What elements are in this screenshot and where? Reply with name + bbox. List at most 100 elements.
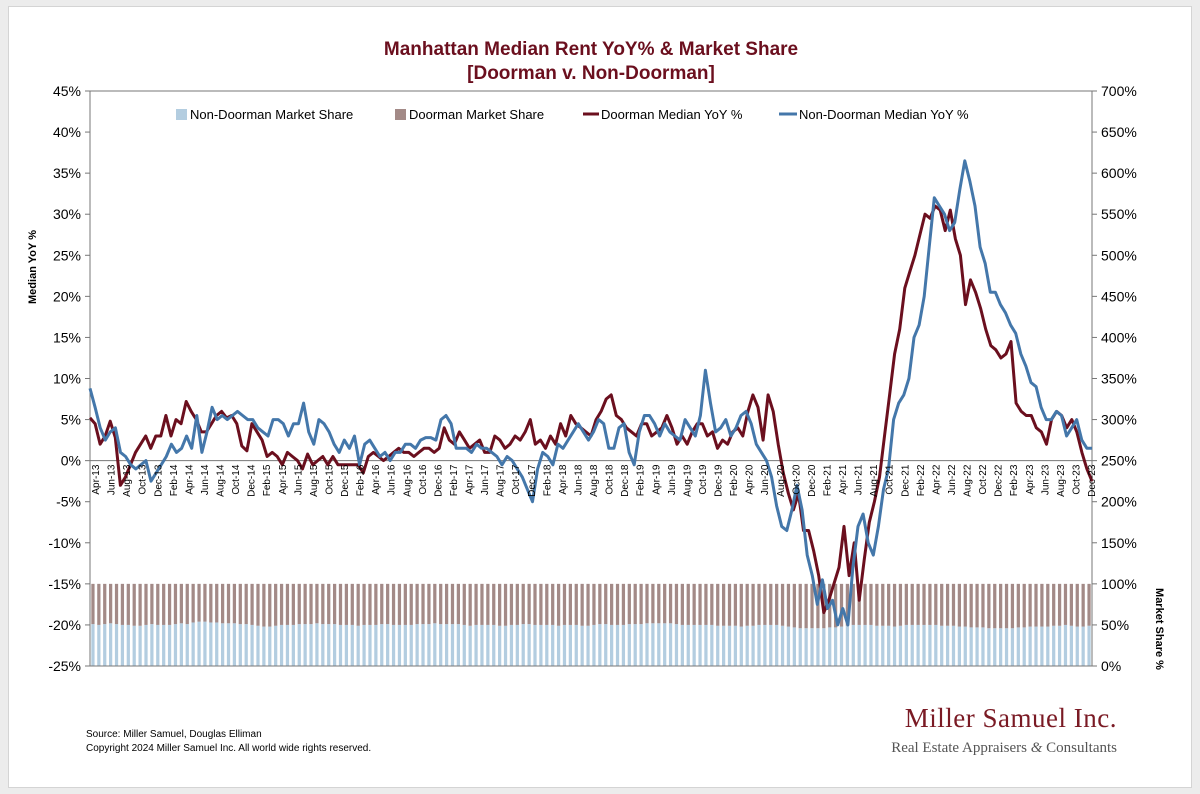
x-tick-label: Apr-20 bbox=[745, 464, 756, 494]
bar-doorman-share bbox=[503, 583, 508, 626]
bar-non-doorman-share bbox=[191, 622, 195, 666]
y-tick-label: 45% bbox=[53, 83, 81, 99]
bar-non-doorman-share bbox=[733, 625, 738, 666]
bar-non-doorman-share bbox=[975, 627, 979, 666]
bar-doorman-share bbox=[486, 583, 490, 625]
bar-doorman-share bbox=[474, 583, 478, 625]
bar-non-doorman-share bbox=[144, 624, 148, 666]
bar-doorman-share bbox=[875, 583, 879, 626]
bar-non-doorman-share bbox=[757, 624, 761, 666]
bar-doorman-share bbox=[981, 583, 985, 628]
bar-non-doorman-share bbox=[769, 624, 773, 666]
bar-non-doorman-share bbox=[845, 625, 850, 666]
bar-non-doorman-share bbox=[515, 624, 519, 666]
y-tick-label: -20% bbox=[48, 617, 81, 633]
bar-doorman-share bbox=[1004, 583, 1009, 629]
bar-non-doorman-share bbox=[197, 621, 201, 666]
bar-non-doorman-share bbox=[1016, 627, 1020, 666]
x-tick-label: Jun-17 bbox=[480, 464, 491, 495]
bar-non-doorman-share bbox=[109, 623, 113, 666]
bar-non-doorman-share bbox=[462, 624, 466, 666]
bar-doorman-share bbox=[869, 583, 873, 625]
series-line-non-doorman-yoy bbox=[88, 159, 1092, 627]
x-tick-label: Dec-23 bbox=[1087, 464, 1098, 497]
x-tick-label: Oct-13 bbox=[138, 464, 149, 494]
bar-doorman-share bbox=[887, 583, 891, 626]
bar-doorman-share bbox=[786, 583, 791, 627]
y-tick-label: 15% bbox=[53, 329, 81, 345]
x-tick-label: Jun-22 bbox=[947, 464, 958, 495]
x-tick-label: Oct-16 bbox=[418, 464, 429, 494]
bar-non-doorman-share bbox=[1028, 626, 1032, 666]
bar-non-doorman-share bbox=[238, 624, 242, 666]
bar-doorman-share bbox=[698, 583, 702, 625]
y2-tick-label: 700% bbox=[1101, 83, 1137, 99]
bar-doorman-share bbox=[969, 583, 973, 628]
bar-doorman-share bbox=[391, 583, 396, 625]
bar-doorman-share bbox=[215, 583, 219, 623]
bar-doorman-share bbox=[250, 583, 254, 625]
bar-doorman-share bbox=[928, 583, 932, 625]
bar-non-doorman-share bbox=[415, 624, 419, 666]
bar-non-doorman-share bbox=[350, 624, 354, 666]
bar-non-doorman-share bbox=[533, 624, 537, 666]
bar-doorman-share bbox=[898, 583, 903, 626]
bar-non-doorman-share bbox=[934, 624, 938, 666]
plot-area-border bbox=[89, 90, 1093, 667]
x-tick-label: Oct-22 bbox=[978, 464, 989, 494]
bar-non-doorman-share bbox=[344, 624, 349, 666]
chart-frame: Manhattan Median Rent YoY% & Market Shar… bbox=[8, 6, 1192, 788]
bar-non-doorman-share bbox=[244, 624, 248, 666]
x-tick-label: Aug-18 bbox=[589, 464, 600, 497]
bar-doorman-share bbox=[356, 583, 360, 626]
bar-doorman-share bbox=[291, 583, 295, 625]
y2-tick-label: 50% bbox=[1101, 617, 1129, 633]
bar-doorman-share bbox=[362, 583, 366, 625]
bar-doorman-share bbox=[892, 583, 897, 627]
x-tick-label: Dec-13 bbox=[153, 464, 164, 497]
bar-doorman-share bbox=[798, 583, 802, 629]
bar-doorman-share bbox=[197, 583, 201, 622]
x-tick-label: Apr-13 bbox=[91, 464, 102, 494]
x-axis-ticks: Apr-13 Jun-13 Aug-13 Oct-13 Dec-13 Feb-14 Apr-… bbox=[91, 464, 1098, 497]
bar-doorman-share bbox=[975, 583, 979, 628]
y-tick-label: -25% bbox=[48, 658, 81, 674]
x-tick-label: Aug-22 bbox=[963, 464, 974, 497]
bar-non-doorman-share bbox=[374, 624, 378, 666]
x-tick-label: Apr-17 bbox=[465, 464, 476, 494]
x-tick-label: Aug-14 bbox=[216, 464, 227, 497]
legend-swatch-doorman-share bbox=[395, 109, 406, 120]
bar-non-doorman-share bbox=[839, 626, 844, 666]
bar-non-doorman-share bbox=[309, 624, 313, 666]
bar-non-doorman-share bbox=[586, 625, 590, 666]
bar-doorman-share bbox=[775, 583, 779, 625]
bar-doorman-share bbox=[674, 583, 679, 625]
bar-non-doorman-share bbox=[303, 624, 307, 666]
bar-non-doorman-share bbox=[509, 624, 514, 666]
bar-doorman-share bbox=[309, 583, 313, 625]
bar-doorman-share bbox=[303, 583, 307, 625]
bar-doorman-share bbox=[633, 583, 637, 625]
x-tick-label: Apr-18 bbox=[558, 464, 569, 494]
bar-doorman-share bbox=[332, 583, 337, 625]
bar-non-doorman-share bbox=[403, 624, 407, 666]
y2-tick-label: 350% bbox=[1101, 371, 1137, 387]
bar-non-doorman-share bbox=[421, 624, 425, 666]
bar-doorman-share bbox=[173, 583, 178, 625]
left-axis-ticks: 45% 40% 35% 30% 25% 20% 15% 10% 5% 0% -5% -10% -15% -… bbox=[48, 83, 90, 674]
x-tick-label: Feb-17 bbox=[449, 464, 460, 496]
bar-non-doorman-share bbox=[256, 625, 260, 666]
bar-doorman-share bbox=[91, 583, 95, 625]
bar-non-doorman-share bbox=[551, 624, 555, 666]
bar-doorman-share bbox=[951, 583, 956, 626]
bar-non-doorman-share bbox=[621, 624, 626, 666]
x-tick-label: Aug-13 bbox=[122, 464, 133, 497]
bar-doorman-share bbox=[556, 583, 561, 626]
x-tick-label: Dec-18 bbox=[620, 464, 631, 497]
brand-tagline-ampersand: & bbox=[1031, 740, 1043, 756]
bar-doorman-share bbox=[185, 583, 189, 625]
bar-non-doorman-share bbox=[604, 624, 608, 666]
x-tick-label: Apr-23 bbox=[1025, 464, 1036, 494]
bar-non-doorman-share bbox=[1052, 625, 1056, 666]
bar-non-doorman-share bbox=[957, 626, 962, 666]
